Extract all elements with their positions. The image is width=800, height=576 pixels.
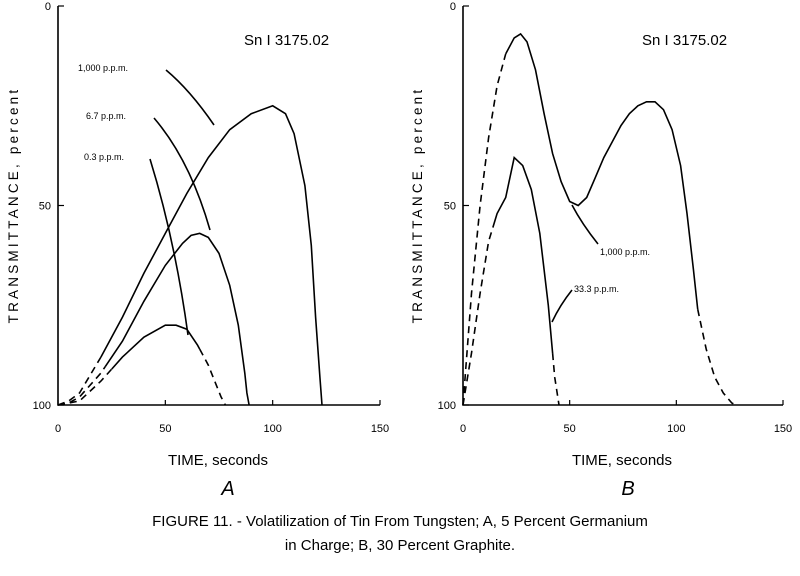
chart-b: 0 50 100 0 50 100 150 Sn I 3175.02 TRANSMITTA… (410, 1, 792, 500)
chart-b-y-title: TRANSMITTANCE, percent (410, 87, 425, 324)
chart-a-x-ticks: 0 50 100 150 (55, 400, 389, 435)
chart-a-y-tick-label: 100 (33, 400, 51, 412)
chart-b-frame (462, 6, 783, 406)
chart-b-spectral-line: Sn I 3175.02 (642, 32, 727, 49)
chart-b-leader-33.3ppm (551, 289, 573, 323)
chart-a-series (57, 104, 323, 406)
chart-a-leader-1000ppm (165, 69, 215, 126)
chart-b-x-title: TIME, seconds (572, 452, 672, 469)
chart-a-series-2-segment-2 (198, 348, 227, 406)
chart-b-label-1000ppm: 1,000 p.p.m. (600, 247, 650, 257)
chart-b-x-tick-label: 100 (667, 423, 685, 435)
chart-a-y-tick-label: 0 (45, 1, 51, 13)
figure-caption-line-1: FIGURE 11. - Volatilization of Tin From … (152, 513, 648, 530)
chart-b-label-33.3ppm: 33.3 p.p.m. (574, 284, 619, 294)
chart-b-series (462, 32, 737, 406)
chart-b-y-tick-label: 50 (444, 201, 456, 213)
chart-a-spectral-line: Sn I 3175.02 (244, 32, 329, 49)
chart-a-label-0.3ppm: 0.3 p.p.m. (84, 152, 124, 162)
chart-b-y-tick-label: 0 (450, 1, 456, 13)
figure-caption-line-2: in Charge; B, 30 Percent Graphite. (284, 537, 516, 554)
chart-b-x-tick-label: 50 (564, 423, 576, 435)
chart-b-series-0-segment-1 (504, 32, 699, 310)
chart-a-label-6.7ppm: 6.7 p.p.m. (86, 111, 126, 121)
chart-b-x-tick-label: 0 (460, 423, 466, 435)
chart-b-x-tick-label: 150 (774, 423, 792, 435)
chart-b-series-0-segment-2 (696, 309, 737, 406)
chart-b-x-ticks: 0 50 100 150 (460, 400, 792, 435)
chart-a-series-2-segment-0 (57, 368, 113, 406)
chart-b-panel-letter: B (621, 478, 634, 500)
chart-a-panel-letter: A (220, 478, 234, 500)
chart-a-series-0-segment-1 (100, 104, 323, 406)
chart-b-y-ticks: 0 50 100 (438, 1, 469, 412)
chart-b-y-tick-label: 100 (438, 400, 456, 412)
chart-a-series-2-segment-1 (111, 324, 201, 370)
chart-a-label-1000ppm: 1,000 p.p.m. (78, 63, 128, 73)
chart-b-series-1-segment-1 (492, 156, 554, 354)
chart-a-y-ticks: 0 50 100 (33, 1, 64, 412)
chart-a-x-tick-label: 0 (55, 423, 61, 435)
chart-a-series-1-segment-1 (104, 232, 250, 406)
chart-a-x-tick-label: 150 (371, 423, 389, 435)
chart-a-y-tick-label: 50 (39, 201, 51, 213)
chart-b-series-1-segment-2 (551, 353, 560, 406)
chart-a-x-title: TIME, seconds (168, 452, 268, 469)
chart-b-series-1-segment-0 (462, 227, 494, 406)
chart-a-x-tick-label: 50 (159, 423, 171, 435)
chart-a: 0 50 100 0 50 100 150 Sn I 3175.02 TRANSMITTA… (6, 1, 389, 500)
chart-a-leader-0.3ppm (149, 158, 189, 336)
chart-b-series-0-segment-0 (462, 53, 507, 406)
chart-a-y-title: TRANSMITTANCE, percent (6, 87, 21, 324)
chart-a-leader-6.7ppm (153, 117, 211, 231)
chart-a-series-0-segment-0 (57, 356, 102, 406)
chart-b-leader-1000ppm (571, 204, 599, 245)
chart-a-x-tick-label: 100 (263, 423, 281, 435)
